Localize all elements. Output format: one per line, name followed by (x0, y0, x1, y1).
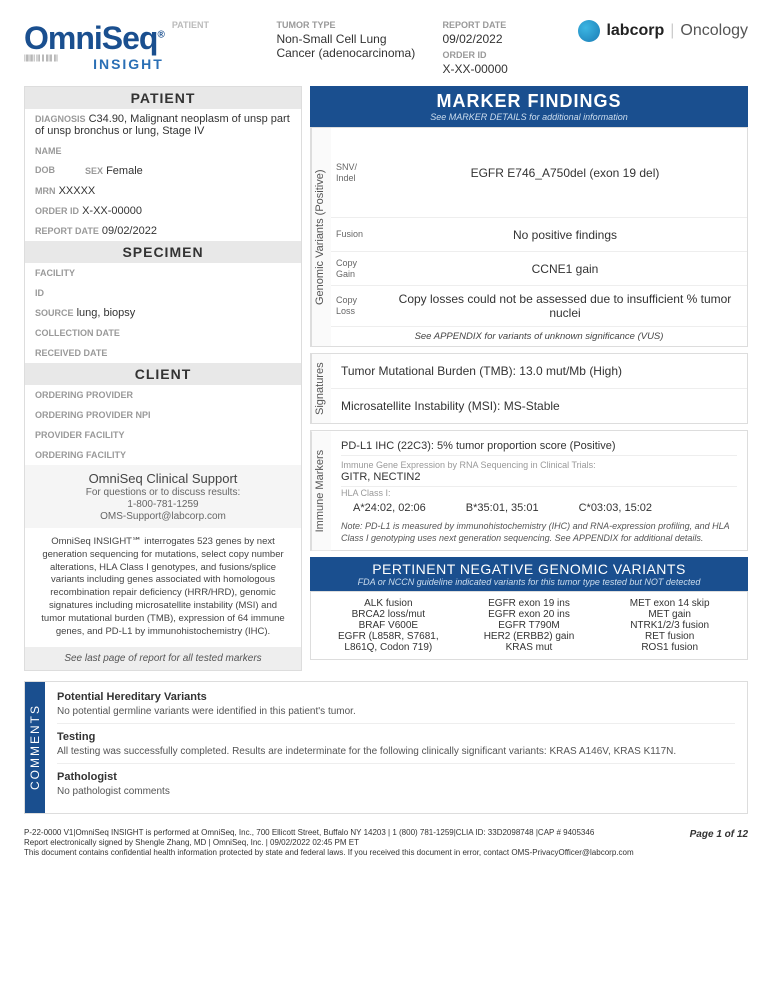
left-column: PATIENT DIAGNOSIS C34.90, Malignant neop… (24, 86, 302, 671)
header: OmniSeq® |||||||| ||| || ||||| ||| INSIG… (24, 20, 748, 76)
immune-note: Note: PD-L1 is measured by immunohistoch… (341, 517, 737, 544)
support-email: OMS-Support@labcorp.com (37, 511, 289, 522)
hereditary-title: Potential Hereditary Variants (57, 688, 735, 706)
signatures-label: Signatures (311, 354, 331, 423)
gain-value: CCNE1 gain (383, 256, 747, 282)
right-column: MARKER FINDINGS See MARKER DETAILS for a… (310, 86, 748, 671)
negative-body: ALK fusionBRCA2 loss/mutBRAF V600EEGFR (… (310, 591, 748, 660)
tumor-type-value: Non-Small Cell Lung Cancer (adenocarcino… (276, 32, 416, 60)
loss-value: Copy losses could not be assessed due to… (383, 286, 747, 326)
snv-value: EGFR E746_A750del (exon 19 del) (383, 160, 747, 186)
testing-text: All testing was successfully completed. … (57, 746, 735, 764)
marker-title: MARKER FINDINGS (310, 91, 748, 112)
immune-label: Immune Markers (311, 431, 331, 550)
genomic-variants-label: Genomic Variants (Positive) (311, 128, 331, 346)
see-last-note: See last page of report for all tested m… (25, 647, 301, 670)
source-value: lung, biopsy (77, 307, 136, 319)
negative-title: PERTINENT NEGATIVE GENOMIC VARIANTS (310, 561, 748, 577)
provider-facility-label: PROVIDER FACILITY (35, 430, 125, 440)
negative-variants-block: PERTINENT NEGATIVE GENOMIC VARIANTS FDA … (310, 557, 748, 660)
msi-value: MS-Stable (504, 399, 560, 413)
description-text: OmniSeq INSIGHT℠ interrogates 523 genes … (25, 528, 301, 647)
sex-value: Female (106, 165, 143, 177)
signatures-block: Signatures Tumor Mutational Burden (TMB)… (310, 353, 748, 424)
page-number: Page 1 of 12 (690, 828, 748, 841)
patient-tag: PATIENT (172, 20, 209, 30)
hla-a: A*24:02, 02:06 (353, 502, 426, 514)
pdl1-value: 5% tumor proportion score (Positive) (437, 440, 616, 452)
patient-section-title: PATIENT (25, 87, 301, 109)
order-id-value: X-XX-00000 (442, 62, 552, 76)
report-date-label: REPORT DATE (442, 20, 552, 30)
hla-c: C*03:03, 15:02 (579, 502, 652, 514)
provider-label: ORDERING PROVIDER (35, 390, 133, 400)
footer: Page 1 of 12 P-22-0000 V1|OmniSeq INSIGH… (24, 828, 748, 859)
logo-text: OmniSeq (24, 20, 157, 56)
id-label: ID (35, 288, 44, 298)
npi-label: ORDERING PROVIDER NPI (35, 410, 151, 420)
reportdate-value: 09/02/2022 (102, 225, 157, 237)
rna-value: GITR, NECTIN2 (341, 471, 420, 483)
pathologist-text: No pathologist comments (57, 786, 735, 803)
hla-b: B*35:01, 35:01 (466, 502, 539, 514)
support-phone: 1-800-781-1259 (37, 499, 289, 510)
collection-label: COLLECTION DATE (35, 328, 120, 338)
mrn-value: XXXXX (59, 185, 96, 197)
immune-markers-block: Immune Markers PD-L1 IHC (22C3): 5% tumo… (310, 430, 748, 551)
labcorp-icon (578, 20, 600, 42)
ordering-facility-label: ORDERING FACILITY (35, 450, 126, 460)
tmb-value: 13.0 mut/Mb (High) (519, 364, 622, 378)
report-date-value: 09/02/2022 (442, 32, 552, 46)
support-block: OmniSeq Clinical Support For questions o… (25, 465, 301, 528)
orderid-value: X-XX-00000 (82, 205, 142, 217)
labcorp-logo: labcorp | Oncology (578, 20, 748, 42)
marker-findings-block: MARKER FINDINGS See MARKER DETAILS for a… (310, 86, 748, 347)
order-id-label: ORDER ID (442, 50, 552, 60)
received-label: RECEIVED DATE (35, 348, 107, 358)
client-section-title: CLIENT (25, 363, 301, 385)
specimen-section-title: SPECIMEN (25, 241, 301, 263)
fusion-value: No positive findings (383, 222, 747, 248)
logo: OmniSeq® |||||||| ||| || ||||| ||| INSIG… (24, 20, 209, 72)
comments-label: COMMENTS (25, 682, 45, 813)
comments-block: COMMENTS Potential Hereditary Variants N… (24, 681, 748, 814)
vus-note: See APPENDIX for variants of unknown sig… (331, 327, 747, 346)
tumor-type-label: TUMOR TYPE (276, 20, 416, 30)
testing-title: Testing (57, 728, 735, 746)
pathologist-title: Pathologist (57, 768, 735, 786)
name-label: NAME (35, 146, 62, 156)
hereditary-text: No potential germline variants were iden… (57, 706, 735, 724)
dob-label: DOB (35, 165, 55, 177)
facility-label: FACILITY (35, 268, 75, 278)
